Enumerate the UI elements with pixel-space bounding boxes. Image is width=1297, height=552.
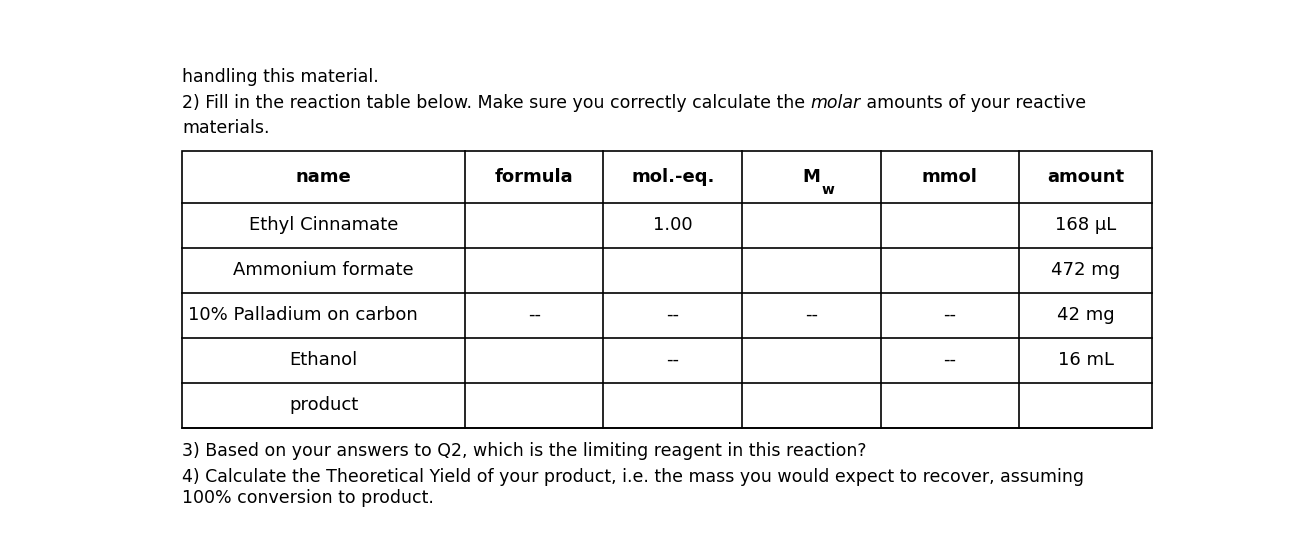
Text: 1.00: 1.00 — [652, 216, 693, 235]
Text: handling this material.: handling this material. — [182, 68, 379, 86]
Text: --: -- — [667, 306, 680, 324]
Text: amounts of your reactive: amounts of your reactive — [861, 94, 1086, 112]
Text: --: -- — [943, 351, 956, 369]
Text: Ethanol: Ethanol — [289, 351, 358, 369]
Text: 10% Palladium on carbon: 10% Palladium on carbon — [188, 306, 418, 324]
Text: amount: amount — [1047, 168, 1124, 186]
Text: mol.-eq.: mol.-eq. — [632, 168, 715, 186]
Text: --: -- — [667, 351, 680, 369]
Text: w: w — [821, 183, 834, 197]
Text: 42 mg: 42 mg — [1057, 306, 1114, 324]
Text: 16 mL: 16 mL — [1058, 351, 1114, 369]
Text: Ammonium formate: Ammonium formate — [233, 261, 414, 279]
Text: 4) Calculate the Theoretical Yield of your product, i.e. the mass you would expe: 4) Calculate the Theoretical Yield of yo… — [182, 468, 1084, 507]
Text: mmol: mmol — [922, 168, 978, 186]
Text: M: M — [803, 168, 820, 186]
Text: molar: molar — [811, 94, 861, 112]
Text: 2) Fill in the reaction table below. Make sure you correctly calculate the: 2) Fill in the reaction table below. Mak… — [182, 94, 811, 112]
Text: Ethyl Cinnamate: Ethyl Cinnamate — [249, 216, 398, 235]
Text: name: name — [296, 168, 351, 186]
Text: 3) Based on your answers to Q2, which is the limiting reagent in this reaction?: 3) Based on your answers to Q2, which is… — [182, 442, 866, 460]
Text: --: -- — [943, 306, 956, 324]
Text: --: -- — [805, 306, 818, 324]
Text: product: product — [289, 396, 358, 414]
Text: --: -- — [528, 306, 541, 324]
Text: materials.: materials. — [182, 119, 270, 137]
Text: formula: formula — [495, 168, 573, 186]
Text: 472 mg: 472 mg — [1051, 261, 1121, 279]
Text: 168 μL: 168 μL — [1054, 216, 1117, 235]
